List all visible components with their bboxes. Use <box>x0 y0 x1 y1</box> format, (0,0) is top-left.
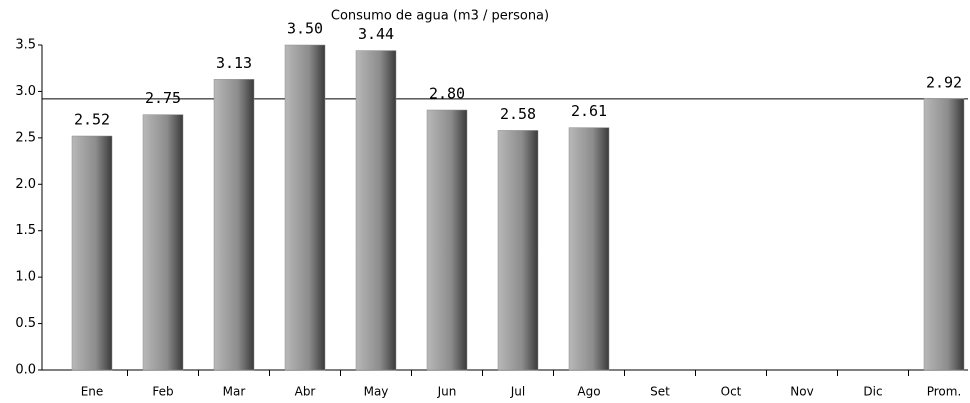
y-tick-label: 0.5 <box>15 316 36 331</box>
bar <box>213 79 255 371</box>
y-tick-label: 3.0 <box>15 84 36 99</box>
x-tick-label: Jun <box>437 385 457 399</box>
y-tick-label: 1.5 <box>15 223 36 238</box>
bar <box>497 130 539 371</box>
value-label: 2.75 <box>145 89 181 107</box>
x-tick-label: Set <box>650 385 670 399</box>
y-tick-label: 3.5 <box>15 38 36 53</box>
x-tick-label: May <box>364 385 389 399</box>
bar <box>568 127 610 371</box>
y-tick-label: 1.0 <box>15 270 36 285</box>
x-tick-label: Feb <box>152 385 173 399</box>
x-tick-label: Dic <box>863 385 882 399</box>
value-label: 2.58 <box>500 105 536 123</box>
y-tick-label: 2.0 <box>15 177 36 192</box>
chart-title: Consumo de agua (m3 / persona) <box>331 9 549 24</box>
value-label: 2.92 <box>926 73 962 91</box>
value-label: 3.50 <box>287 20 323 38</box>
x-tick-label: Mar <box>223 385 246 399</box>
value-label: 3.44 <box>358 25 394 43</box>
bar <box>355 50 397 371</box>
x-tick-label: Prom. <box>927 385 962 399</box>
bar <box>284 44 326 371</box>
bar <box>923 98 965 371</box>
x-tick-label: Ago <box>577 385 600 399</box>
y-tick-label: 2.5 <box>15 130 36 145</box>
x-tick-label: Nov <box>790 385 813 399</box>
x-tick-label: Jul <box>510 385 525 399</box>
bar <box>142 114 184 371</box>
value-label: 3.13 <box>216 54 252 72</box>
y-tick-label: 0.0 <box>15 363 36 378</box>
bar <box>71 135 113 371</box>
value-label: 2.80 <box>429 85 465 103</box>
x-tick-label: Oct <box>721 385 742 399</box>
value-label: 2.52 <box>74 111 110 129</box>
x-tick-label: Abr <box>295 385 316 399</box>
value-label: 2.61 <box>571 102 607 120</box>
x-tick-label: Ene <box>81 385 104 399</box>
bar <box>426 109 468 371</box>
